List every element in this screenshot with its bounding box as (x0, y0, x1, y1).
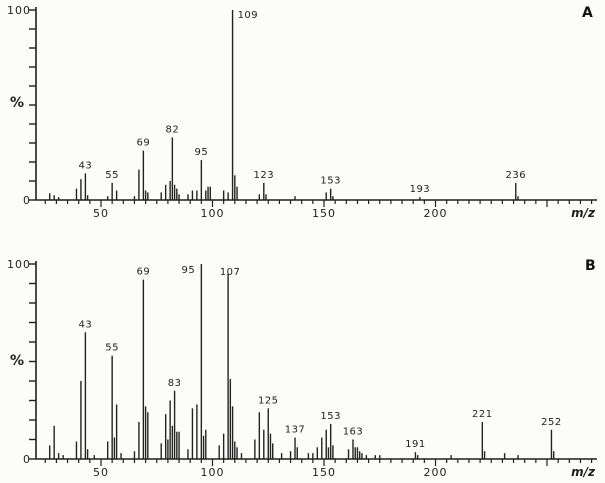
x-tick-label: 100 (201, 466, 225, 479)
y-ticks (29, 263, 36, 460)
peak-label: 83 (168, 378, 182, 389)
peak-labels: 43 55 69 82 95 109 123 153 193 236 (79, 10, 526, 195)
y-min-label: 0 (23, 453, 31, 466)
peaks (49, 264, 555, 459)
peak-label: 82 (165, 124, 179, 135)
peak-label: 55 (105, 170, 119, 181)
peak-label: 43 (79, 160, 93, 171)
peak-label: 221 (472, 409, 493, 420)
y-max-label: 100 (7, 4, 31, 17)
x-tick-label: 150 (312, 207, 336, 220)
axes (35, 261, 597, 460)
peak-label: 191 (405, 439, 426, 450)
peak-label: 153 (320, 176, 341, 187)
x-tick-label: 100 (201, 207, 225, 220)
peak-label: 163 (343, 427, 364, 438)
x-axis-title: m/z (571, 206, 596, 220)
peak-label: 109 (238, 10, 259, 21)
y-axis-title: % (10, 95, 24, 111)
x-ticks (44, 459, 593, 466)
peak-label: 43 (79, 319, 93, 330)
peak-label: 69 (137, 267, 151, 278)
peaks (49, 10, 519, 200)
spectrum-plot-b: 100 0% 50 100 150 200 m/z 43 55 69 83 95 107 125 137 15… (7, 258, 597, 479)
panel-b-label: B (585, 258, 597, 274)
peak-label: 95 (194, 147, 208, 158)
x-tick-label: 200 (424, 207, 448, 220)
x-tick-label: 50 (93, 466, 109, 479)
axis-labels: 100 0% 50 100 150 200 m/z (7, 4, 596, 220)
y-min-label: 0 (23, 194, 31, 207)
y-ticks (29, 9, 36, 201)
peak-label: 252 (541, 417, 562, 428)
peak-label: 69 (137, 138, 151, 149)
x-ticks (44, 200, 593, 207)
x-tick-label: 150 (312, 466, 336, 479)
x-axis-title: m/z (571, 465, 596, 479)
peak-label: 153 (320, 411, 341, 422)
peak-label: 123 (253, 170, 274, 181)
y-axis-title: % (10, 353, 24, 369)
peak-label: 137 (285, 425, 306, 436)
spectrum-panel-a: 100 0% 50 100 150 200 m/z 43 55 69 82 95 109 123 153 19… (0, 0, 605, 228)
x-tick-label: 200 (424, 466, 448, 479)
spectrum-plot-a: 100 0% 50 100 150 200 m/z 43 55 69 82 95 109 123 153 19… (7, 4, 597, 220)
x-tick-label: 50 (93, 207, 109, 220)
peak-label: 95 (181, 265, 195, 276)
peak-label: 236 (505, 170, 526, 181)
y-max-label: 100 (7, 258, 31, 271)
spectrum-panel-b: 100 0% 50 100 150 200 m/z 43 55 69 83 95 107 125 137 15… (0, 228, 605, 483)
peak-label: 193 (410, 184, 431, 195)
panel-a-label: A (582, 5, 594, 21)
peak-label: 55 (105, 343, 119, 354)
axis-labels: 100 0% 50 100 150 200 m/z (7, 258, 596, 479)
peak-label: 107 (220, 267, 241, 278)
axes (35, 7, 597, 201)
peak-label: 125 (258, 395, 279, 406)
